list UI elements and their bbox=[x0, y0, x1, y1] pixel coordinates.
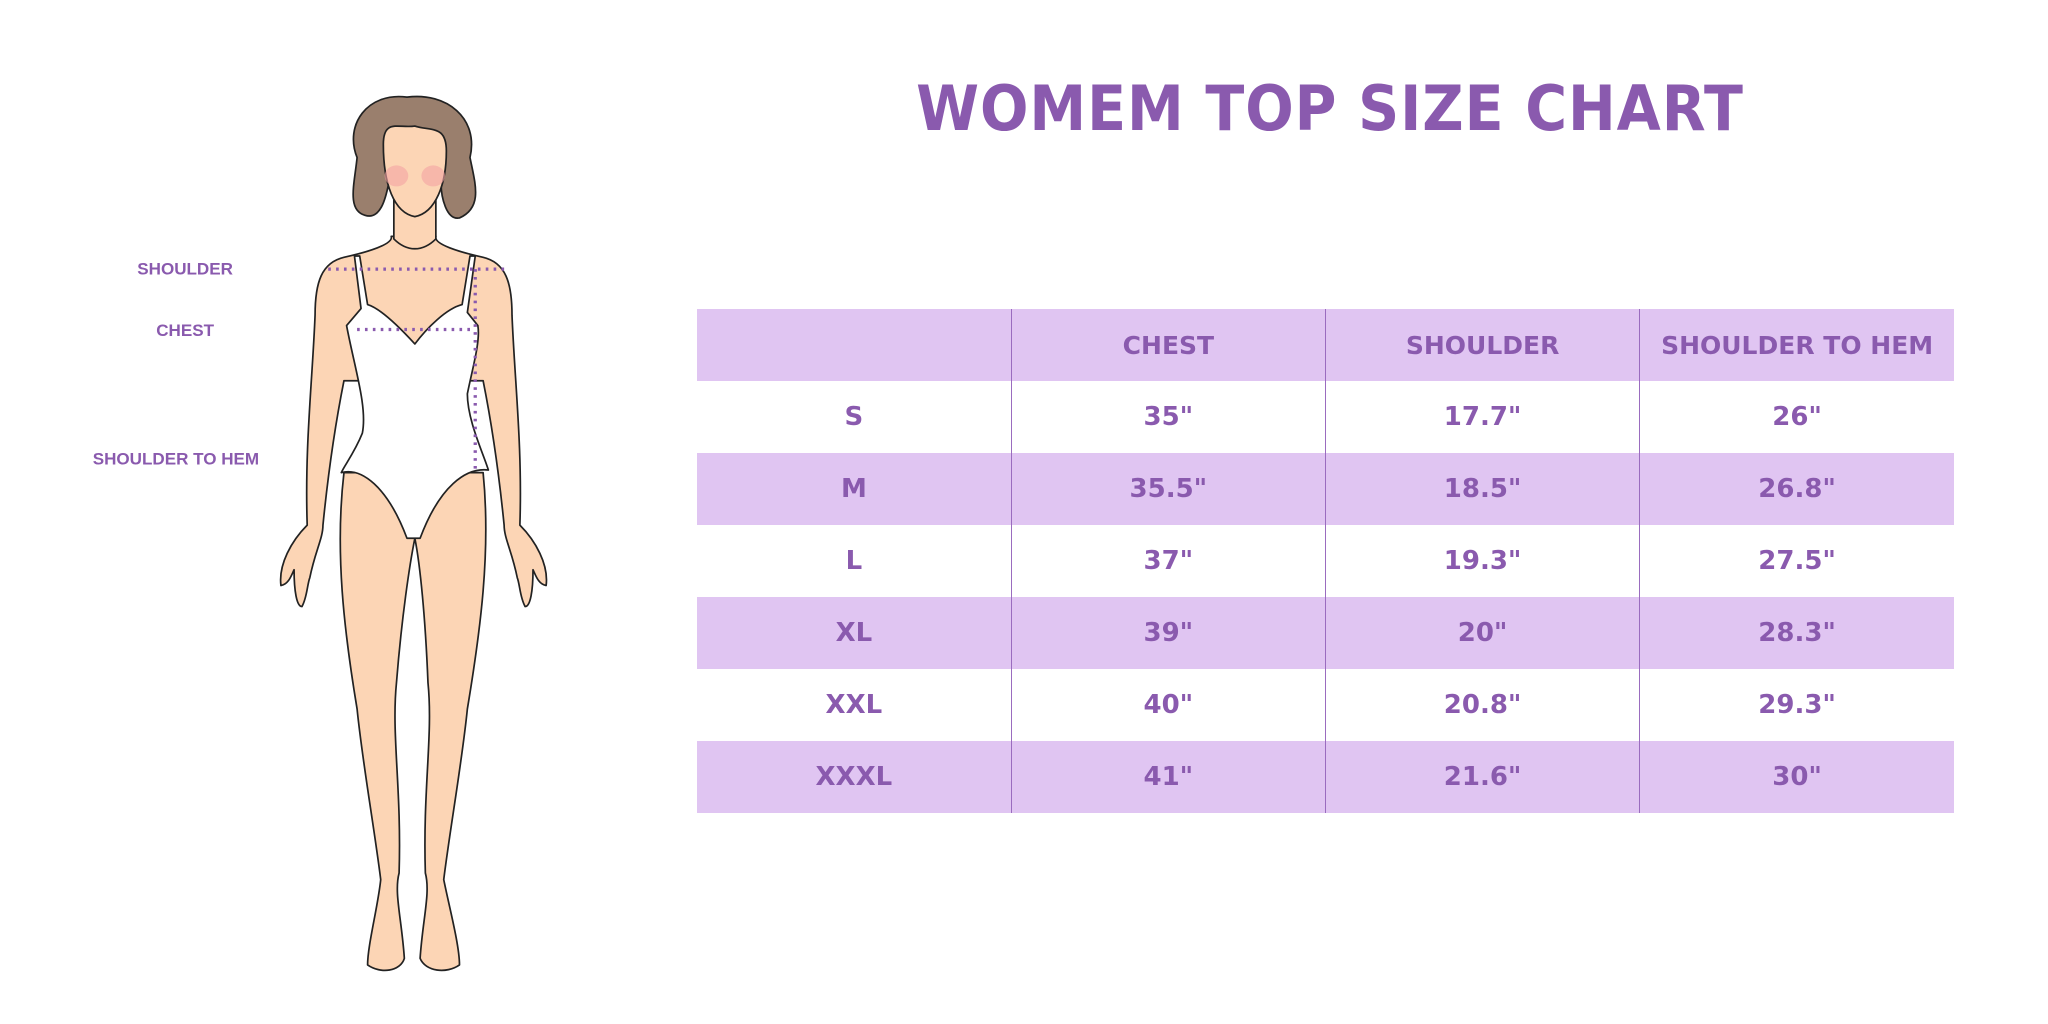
size-cell: M bbox=[840, 474, 867, 504]
face bbox=[382, 125, 448, 218]
label-chest: CHEST bbox=[156, 321, 214, 340]
table-row: XXL 40" 20.8" 29.3" bbox=[697, 669, 1954, 741]
chest-cell: 35" bbox=[1010, 381, 1326, 453]
chest-cell: 41" bbox=[1010, 741, 1326, 813]
length-cell: 26.8" bbox=[1639, 453, 1954, 525]
table-header-row: CHEST SHOULDER SHOULDER TO HEM bbox=[697, 309, 1954, 381]
table-row: XL 39" 20" 28.3" bbox=[697, 597, 1954, 669]
header-cell: SHOULDER bbox=[1324, 309, 1640, 381]
header-cell bbox=[697, 309, 1011, 381]
chest-cell: 37" bbox=[1010, 525, 1326, 597]
size-cell: XXL bbox=[825, 690, 883, 720]
size-table: CHEST SHOULDER SHOULDER TO HEM S 35" 17.… bbox=[697, 309, 1954, 813]
length-cell: 28.3" bbox=[1639, 597, 1954, 669]
legs bbox=[339, 471, 487, 972]
chest-cell: 39" bbox=[1010, 597, 1326, 669]
header-cell: CHEST bbox=[1010, 309, 1326, 381]
header-cell: SHOULDER TO HEM bbox=[1639, 309, 1954, 381]
table-row: S 35" 17.7" 26" bbox=[697, 381, 1954, 453]
label-shoulder-to-hem: SHOULDER TO HEM bbox=[93, 450, 259, 469]
size-cell: S bbox=[844, 402, 864, 432]
length-cell: 27.5" bbox=[1639, 525, 1954, 597]
table-row: L 37" 19.3" 27.5" bbox=[697, 525, 1954, 597]
length-cell: 30" bbox=[1639, 741, 1954, 813]
chest-cell: 35.5" bbox=[1010, 453, 1326, 525]
page-title: WOMEM TOP SIZE CHART bbox=[916, 72, 1744, 145]
shoulder-cell: 17.7" bbox=[1324, 381, 1640, 453]
size-cell: L bbox=[845, 546, 863, 576]
shoulder-cell: 21.6" bbox=[1324, 741, 1640, 813]
size-cell: XL bbox=[835, 618, 873, 648]
shoulder-cell: 19.3" bbox=[1324, 525, 1640, 597]
bodysuit bbox=[340, 255, 490, 540]
table-row: XXXL 41" 21.6" 30" bbox=[697, 741, 1954, 813]
label-shoulder: SHOULDER bbox=[137, 259, 233, 278]
length-cell: 29.3" bbox=[1639, 669, 1954, 741]
length-cell: 26" bbox=[1639, 381, 1954, 453]
table-row: M 35.5" 18.5" 26.8" bbox=[697, 453, 1954, 525]
size-cell: XXXL bbox=[815, 762, 893, 792]
shoulder-cell: 20.8" bbox=[1324, 669, 1640, 741]
shoulder-cell: 20" bbox=[1324, 597, 1640, 669]
chest-cell: 40" bbox=[1010, 669, 1326, 741]
shoulder-cell: 18.5" bbox=[1324, 453, 1640, 525]
